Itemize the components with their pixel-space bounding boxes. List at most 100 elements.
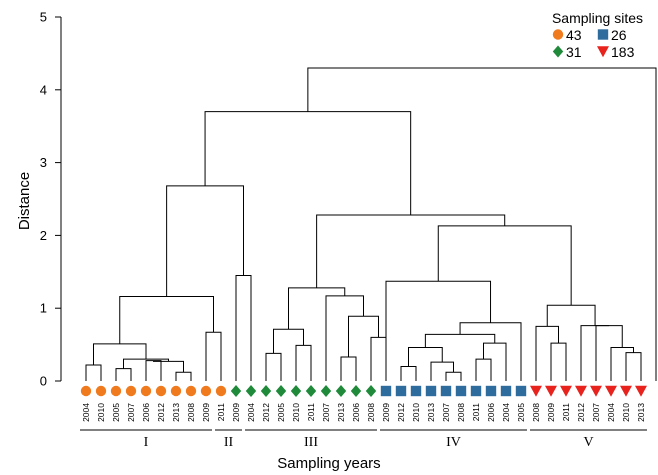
legend-label: 31	[566, 44, 582, 60]
dendrogram-link	[288, 287, 346, 330]
leaf-label: 2007	[441, 403, 451, 422]
leaf-label: 2009	[231, 403, 241, 422]
dendrogram-link	[325, 295, 364, 381]
leaf-label: 2011	[561, 403, 571, 422]
leaf-marker	[425, 385, 437, 397]
dendrogram-link	[166, 185, 244, 297]
leaf-label: 2012	[396, 403, 406, 422]
y-tick-label: 4	[40, 82, 47, 97]
leaf-marker	[80, 385, 92, 397]
dendrogram-link	[445, 371, 462, 381]
leaf-label: 2009	[381, 403, 391, 422]
leaf-label: 2011	[306, 403, 316, 422]
leaf-marker	[410, 385, 422, 397]
leaf-label: 2006	[141, 403, 151, 422]
leaf-marker	[260, 385, 272, 397]
leaf-label: 2012	[261, 403, 271, 422]
leaf-label: 2007	[126, 403, 136, 422]
cluster-groups: I II III IV V	[80, 429, 647, 450]
leaf-marker	[335, 385, 347, 397]
y-tick-label: 1	[40, 301, 47, 316]
leaf-label: 2009	[546, 403, 556, 422]
dendrogram-link	[483, 342, 507, 381]
leaf-label: 2013	[171, 403, 181, 422]
leaf-marker	[500, 385, 512, 397]
leaf-marker	[590, 385, 602, 397]
leaf-marker	[200, 385, 212, 397]
leaf-label: 2004	[606, 403, 616, 422]
dendrogram-link	[153, 360, 184, 373]
y-axis-title: Distance	[16, 172, 33, 230]
leaf-label: 2012	[576, 403, 586, 422]
leaf-markers	[80, 385, 647, 397]
leaf-marker	[125, 385, 137, 397]
leaf-marker	[530, 385, 542, 397]
dendrogram-link	[348, 315, 379, 357]
dendrogram-link	[408, 347, 443, 367]
dendrogram-link	[205, 331, 222, 381]
leaf-label: 2010	[291, 403, 301, 422]
leaf-label: 2007	[321, 403, 331, 422]
dendrogram-link	[550, 342, 567, 381]
leaf-marker	[230, 385, 242, 397]
dendrogram-link	[430, 361, 454, 381]
dendrogram-links	[85, 67, 657, 381]
leaf-marker	[380, 385, 392, 397]
dendrogram-link	[115, 368, 132, 381]
leaf-marker	[545, 385, 557, 397]
leaf-marker	[110, 385, 122, 397]
leaf-label: 2004	[501, 403, 511, 422]
group-label: I	[144, 435, 149, 450]
leaf-marker	[575, 385, 587, 397]
legend-title: Sampling sites	[552, 10, 643, 26]
leaf-marker	[245, 385, 257, 397]
leaf-label: 2005	[276, 403, 286, 422]
dendrogram-link	[273, 328, 304, 354]
dendrogram-link	[145, 360, 162, 381]
leaf-labels: 2004 2010 2005 2007 2006 2012 2013 2008 2009 2011…	[81, 403, 646, 422]
dendrogram-link	[175, 371, 192, 381]
group-label: II	[224, 435, 234, 450]
dendrogram-link	[204, 111, 412, 216]
leaf-label: 2008	[186, 403, 196, 422]
leaf-marker	[290, 385, 302, 397]
leaf-marker	[455, 385, 467, 397]
leaf-label: 2007	[591, 403, 601, 422]
y-tick-label: 0	[40, 374, 47, 389]
y-tick-label: 2	[40, 228, 47, 243]
dendrogram-link	[307, 67, 657, 381]
y-tick-label: 3	[40, 155, 47, 170]
legend-label: 183	[611, 44, 635, 60]
x-axis-title: Sampling years	[277, 455, 380, 472]
legend-marker	[597, 46, 609, 58]
leaf-label: 2008	[456, 403, 466, 422]
dendrogram-link	[535, 325, 559, 381]
leaf-marker	[95, 385, 107, 397]
leaf-label: 2013	[636, 403, 646, 422]
leaf-label: 2011	[216, 403, 226, 422]
leaf-label: 2005	[111, 403, 121, 422]
leaf-marker	[275, 385, 287, 397]
leaf-marker	[395, 385, 407, 397]
dendrogram-link	[595, 325, 623, 381]
leaf-label: 2008	[531, 403, 541, 422]
dendrogram-link	[235, 274, 252, 381]
leaf-label: 2006	[486, 403, 496, 422]
dendrogram-link	[546, 304, 596, 327]
dendrogram-link	[93, 343, 147, 365]
leaf-marker	[320, 385, 332, 397]
dendrogram-link	[400, 365, 417, 381]
leaf-marker	[515, 385, 527, 397]
leaf-marker	[305, 385, 317, 397]
leaf-marker	[170, 385, 182, 397]
leaf-marker	[620, 385, 632, 397]
leaf-marker	[605, 385, 617, 397]
leaf-label: 2008	[366, 403, 376, 422]
leaf-marker	[470, 385, 482, 397]
legend-marker	[597, 29, 609, 40]
legend-marker	[552, 29, 564, 40]
leaf-marker	[215, 385, 227, 397]
leaf-marker	[635, 385, 647, 397]
y-tick-label: 5	[40, 10, 47, 25]
leaf-label: 2010	[96, 403, 106, 422]
